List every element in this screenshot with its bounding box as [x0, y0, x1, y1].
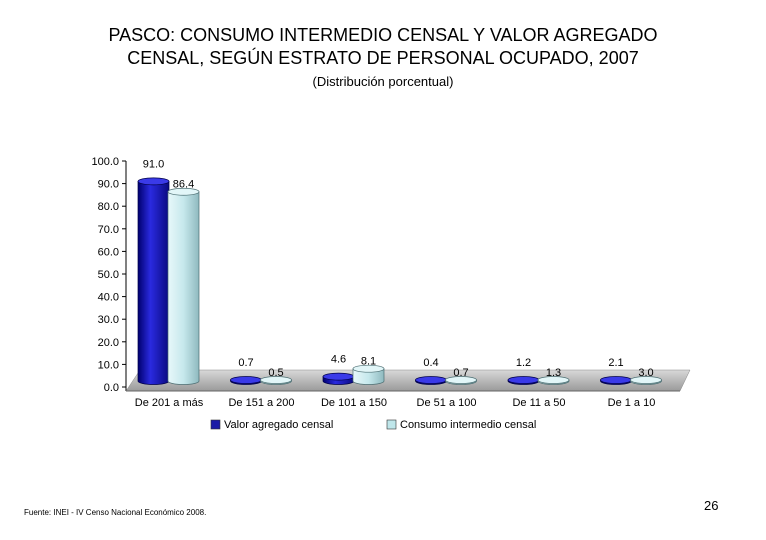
bar-top: [230, 376, 262, 384]
data-label: 91.0: [143, 158, 164, 170]
x-tick-label: De 151 a 200: [228, 397, 294, 409]
data-label: 86.4: [173, 179, 194, 191]
bar-top: [322, 372, 355, 381]
x-axis-labels: De 201 a más De 151 a 200 De 101 a 150 De 5…: [135, 397, 656, 409]
bar-top: [415, 376, 447, 384]
bar-top: [445, 376, 477, 384]
data-label: 1.3: [546, 367, 561, 379]
legend-label: Valor agregado censal: [224, 419, 333, 431]
bar-top: [630, 376, 662, 384]
data-label: 3.0: [638, 367, 653, 379]
y-tick-label: 40.0: [98, 292, 119, 304]
legend-label: Consumo intermedio censal: [400, 419, 536, 431]
bar-top: [352, 364, 385, 373]
bar-consumo-intermedio: [352, 368, 385, 385]
y-tick-label: 100.0: [91, 156, 119, 168]
bar-top: [537, 376, 570, 384]
y-tick-label: 0.0: [104, 382, 119, 394]
source-note: Fuente: INEI - IV Censo Nacional Económi…: [24, 508, 207, 517]
page-number: 26: [704, 498, 719, 513]
x-tick-label: De 11 a 50: [512, 397, 565, 409]
y-tick-label: 80.0: [98, 201, 119, 213]
data-label: 1.2: [516, 357, 531, 369]
x-tick-label: De 201 a más: [135, 397, 204, 409]
bar-top: [137, 177, 170, 186]
y-tick-label: 50.0: [98, 269, 119, 281]
data-label: 8.1: [361, 356, 376, 368]
data-label: 2.1: [608, 357, 623, 369]
chart-floor: [125, 369, 691, 392]
data-label: 0.7: [453, 367, 468, 379]
legend-swatch: [386, 419, 397, 430]
chart-title-line2: CENSAL, SEGÚN ESTRATO DE PERSONAL OCUPAD…: [127, 48, 639, 68]
data-labels: 91.0 86.4 0.7 0.5 4.6 8.1 0.4 0.7 1.2 1.3 2.1 3.0: [143, 158, 654, 379]
y-tick-label: 20.0: [98, 337, 119, 349]
bar-top: [260, 376, 292, 384]
bar-top: [167, 187, 200, 196]
y-tick-label: 90.0: [98, 179, 119, 191]
bar-top: [507, 376, 540, 384]
legend: Valor agregado censal Consumo intermedio …: [210, 419, 536, 431]
chart-subtitle: (Distribución porcentual): [312, 74, 454, 89]
y-tick-label: 10.0: [98, 359, 119, 371]
x-tick-label: De 101 a 150: [321, 397, 387, 409]
y-tick-label: 60.0: [98, 246, 119, 258]
legend-swatch: [210, 419, 221, 430]
bars: [137, 177, 662, 385]
y-axis: 100.0 90.0 80.0 70.0 60.0 50.0 40.0 30.0 20.0 10.…: [91, 156, 127, 394]
bar-valor-agregado: [137, 180, 170, 385]
y-tick-label: 30.0: [98, 314, 119, 326]
data-label: 0.4: [423, 357, 438, 369]
bar-consumo-intermedio: [167, 191, 200, 385]
data-label: 0.7: [238, 357, 253, 369]
y-tick-label: 70.0: [98, 224, 119, 236]
data-label: 4.6: [331, 354, 346, 366]
x-tick-label: De 1 a 10: [608, 397, 656, 409]
chart-title: PASCO: CONSUMO INTERMEDIO CENSAL Y VALOR…: [0, 24, 766, 70]
chart-title-line1: PASCO: CONSUMO INTERMEDIO CENSAL Y VALOR…: [108, 25, 658, 45]
data-label: 0.5: [268, 367, 283, 379]
bar-top: [600, 376, 632, 384]
x-tick-label: De 51 a 100: [417, 397, 477, 409]
